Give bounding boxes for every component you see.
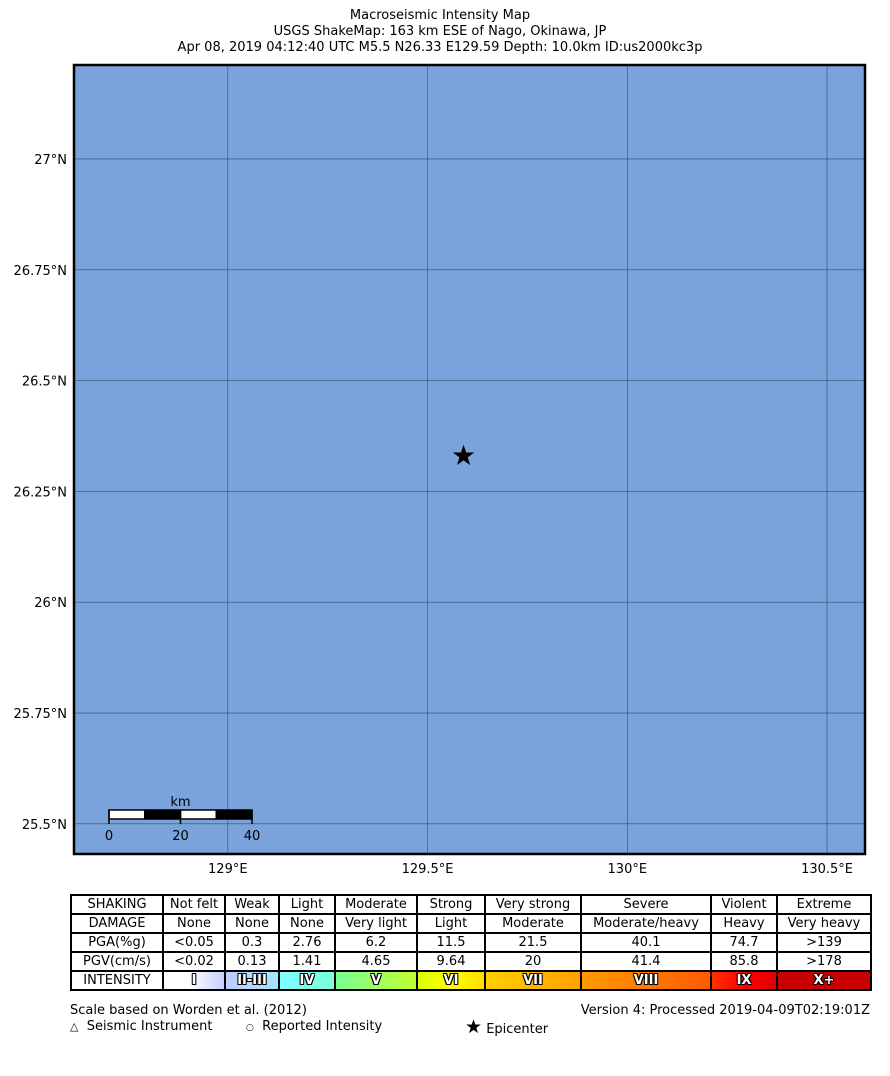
scalebar-segment bbox=[144, 809, 182, 820]
legend-cell: 0.3 bbox=[224, 932, 280, 953]
legend-cell: Extreme bbox=[776, 894, 872, 915]
legend-cell: Very light bbox=[334, 913, 418, 934]
legend-cell: None bbox=[224, 913, 280, 934]
lat-tick-label: 26.5°N bbox=[22, 375, 67, 390]
legend-row: DAMAGE None None None Very light Light Moderat… bbox=[70, 913, 872, 934]
legend-cell: <0.05 bbox=[162, 932, 226, 953]
legend-row: PGV(cm/s) <0.02 0.13 1.41 4.65 9.64 20 41.4 85.8… bbox=[70, 951, 872, 972]
legend-cell: DAMAGE bbox=[70, 913, 164, 934]
legend-row: PGA(%g) <0.05 0.3 2.76 6.2 11.5 21.5 40.1 74.7 >1… bbox=[70, 932, 872, 953]
legend-cell: >178 bbox=[776, 951, 872, 972]
lat-tick-label: 26.25°N bbox=[14, 485, 67, 500]
legend-cell: 6.2 bbox=[334, 932, 418, 953]
version-note: Version 4: Processed 2019-04-09T02:19:01… bbox=[580, 1003, 870, 1018]
legend-cell: INTENSITY bbox=[70, 970, 164, 991]
legend-cell: 21.5 bbox=[484, 932, 582, 953]
legend-cell: None bbox=[162, 913, 226, 934]
triangle-icon: △ bbox=[70, 1020, 79, 1033]
ocean bbox=[74, 65, 865, 854]
legend-cell: Very heavy bbox=[776, 913, 872, 934]
lat-tick-label: 25.5°N bbox=[22, 818, 67, 833]
legend-cell: None bbox=[278, 913, 336, 934]
legend-cell: 40.1 bbox=[580, 932, 712, 953]
map-subtitle: USGS ShakeMap: 163 km ESE of Nago, Okina… bbox=[273, 24, 607, 39]
intensity-cell: X+ bbox=[776, 970, 872, 991]
legend-cell: PGV(cm/s) bbox=[70, 951, 164, 972]
map-area: 129°E 129.5°E 130°E 130.5°E 27°N 26.75°N 26.5°… bbox=[14, 63, 867, 877]
legend-cell: Severe bbox=[580, 894, 712, 915]
legend-cell: Strong bbox=[416, 894, 486, 915]
lon-tick-label: 130.5°E bbox=[801, 862, 853, 877]
intensity-row: INTENSITY I II-III IV V VI VII VIII IX X+ bbox=[70, 970, 872, 991]
legend-row: SHAKING Not felt Weak Light Moderate Strong Ve… bbox=[70, 894, 872, 915]
legend-cell: Not felt bbox=[162, 894, 226, 915]
intensity-cell: VI bbox=[416, 970, 486, 991]
legend-cell: Heavy bbox=[710, 913, 778, 934]
map-title: Macroseismic Intensity Map bbox=[349, 8, 531, 23]
intensity-cell: II-III bbox=[224, 970, 280, 991]
scalebar-segment bbox=[108, 809, 146, 820]
lat-tick-label: 26°N bbox=[34, 596, 67, 611]
lat-tick-label: 27°N bbox=[34, 153, 67, 168]
scalebar-segment bbox=[215, 809, 253, 820]
lat-tick-label: 25.75°N bbox=[14, 707, 67, 722]
legend-cell: Moderate bbox=[484, 913, 582, 934]
seismic-instrument-label: Seismic Instrument bbox=[86, 1019, 213, 1034]
legend-cell: Weak bbox=[224, 894, 280, 915]
intensity-legend-table: SHAKING Not felt Weak Light Moderate Strong Ve… bbox=[70, 894, 872, 991]
scalebar-unit: km bbox=[170, 795, 190, 810]
scalebar-label: 40 bbox=[244, 829, 261, 844]
legend-cell: Very strong bbox=[484, 894, 582, 915]
lon-tick-label: 129.5°E bbox=[402, 862, 454, 877]
scalebar-segment bbox=[179, 809, 217, 820]
legend-cell: >139 bbox=[776, 932, 872, 953]
epicenter-label: Epicenter bbox=[486, 1022, 549, 1037]
legend-cell: 2.76 bbox=[278, 932, 336, 953]
reported-intensity-label: Reported Intensity bbox=[262, 1019, 383, 1034]
legend-cell: 1.41 bbox=[278, 951, 336, 972]
intensity-cell: IV bbox=[278, 970, 336, 991]
legend-cell: SHAKING bbox=[70, 894, 164, 915]
legend-cell: 4.65 bbox=[334, 951, 418, 972]
legend-cell: 20 bbox=[484, 951, 582, 972]
legend-cell: Moderate/heavy bbox=[580, 913, 712, 934]
legend-cell: 9.64 bbox=[416, 951, 486, 972]
legend-cell: 0.13 bbox=[224, 951, 280, 972]
lon-tick-label: 129°E bbox=[208, 862, 248, 877]
lat-tick-label: 26.75°N bbox=[14, 264, 67, 279]
scalebar-label: 0 bbox=[105, 829, 113, 844]
legend-cell: 85.8 bbox=[710, 951, 778, 972]
circle-icon: ○ bbox=[246, 1023, 254, 1033]
legend-cell: 11.5 bbox=[416, 932, 486, 953]
legend-cell: Violent bbox=[710, 894, 778, 915]
scale-note: Scale based on Worden et al. (2012) bbox=[70, 1003, 307, 1018]
map-frame bbox=[72, 63, 867, 856]
intensity-cell: V bbox=[334, 970, 418, 991]
scalebar-label: 20 bbox=[172, 829, 189, 844]
legend-cell: PGA(%g) bbox=[70, 932, 164, 953]
legend-cell: Light bbox=[416, 913, 486, 934]
legend-cell: Moderate bbox=[334, 894, 418, 915]
intensity-cell: IX bbox=[710, 970, 778, 991]
epicenter-star-icon: ★ bbox=[451, 439, 476, 472]
legend-cell: 41.4 bbox=[580, 951, 712, 972]
legend-cell: <0.02 bbox=[162, 951, 226, 972]
legend-cell: Light bbox=[278, 894, 336, 915]
event-info: Apr 08, 2019 04:12:40 UTC M5.5 N26.33 E1… bbox=[177, 40, 703, 55]
intensity-cell: VII bbox=[484, 970, 582, 991]
legend-cell: 74.7 bbox=[710, 932, 778, 953]
intensity-cell: VIII bbox=[580, 970, 712, 991]
intensity-cell: I bbox=[162, 970, 226, 991]
star-icon: ★ bbox=[465, 1016, 483, 1038]
lon-tick-label: 130°E bbox=[608, 862, 648, 877]
